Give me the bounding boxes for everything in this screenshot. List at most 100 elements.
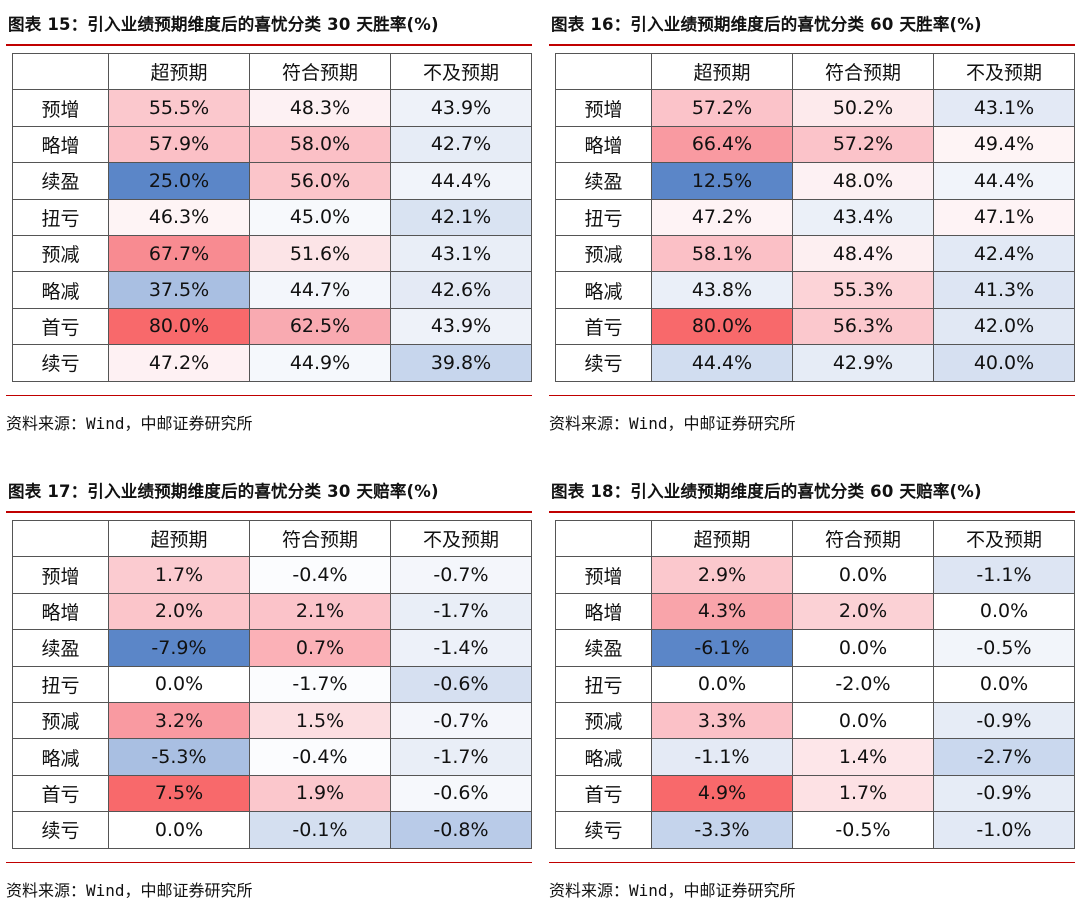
- table-row: 首亏 7.5% 1.9% -0.6%: [12, 774, 532, 813]
- row-label: 预增: [555, 556, 652, 594]
- row-label: 续亏: [12, 344, 109, 382]
- corner-cell: [12, 52, 109, 91]
- table-row: 预增 2.9% 0.0% -1.1%: [555, 556, 1075, 594]
- data-cell: 42.4%: [933, 234, 1075, 273]
- table-row: 首亏 80.0% 62.5% 43.9%: [12, 307, 532, 346]
- row-label: 续盈: [12, 162, 109, 200]
- data-cell: 1.5%: [249, 701, 391, 740]
- data-cell: 3.3%: [651, 701, 793, 740]
- data-cell: 47.2%: [108, 344, 250, 382]
- heatmap-table-wrap: 超预期 符合预期 不及预期 预增 57.2% 50.2% 43.1% 略增 66.4% 5…: [555, 52, 1075, 382]
- data-cell: -1.0%: [933, 811, 1075, 849]
- row-label: 略减: [12, 271, 109, 309]
- panel-table-17: 图表 17：引入业绩预期维度后的喜忧分类 30 天赔率(%) 超预期 符合预期 …: [6, 467, 532, 901]
- data-cell: 57.2%: [792, 125, 934, 164]
- data-cell: -1.4%: [390, 629, 532, 667]
- corner-cell: [12, 519, 109, 558]
- table-row: 预减 3.3% 0.0% -0.9%: [555, 701, 1075, 740]
- data-cell: 4.9%: [651, 774, 793, 813]
- source-note: 资料来源：Wind，中邮证券研究所: [549, 862, 1075, 901]
- header-row: 超预期 符合预期 不及预期: [555, 519, 1075, 558]
- table-row: 扭亏 0.0% -2.0% 0.0%: [555, 665, 1075, 703]
- data-cell: 67.7%: [108, 234, 250, 273]
- data-cell: -1.1%: [933, 556, 1075, 594]
- row-label: 预增: [12, 89, 109, 127]
- data-cell: 41.3%: [933, 271, 1075, 309]
- data-cell: 42.9%: [792, 344, 934, 382]
- data-cell: 40.0%: [933, 344, 1075, 382]
- data-cell: 56.0%: [249, 162, 391, 200]
- data-cell: 47.2%: [651, 198, 793, 236]
- data-cell: 47.1%: [933, 198, 1075, 236]
- data-cell: -0.9%: [933, 701, 1075, 740]
- column-header: 超预期: [651, 52, 793, 91]
- row-label: 续亏: [555, 344, 652, 382]
- data-cell: 43.9%: [390, 307, 532, 346]
- column-header: 超预期: [651, 519, 793, 558]
- data-cell: 55.5%: [108, 89, 250, 127]
- data-cell: 56.3%: [792, 307, 934, 346]
- panel-table-16: 图表 16：引入业绩预期维度后的喜忧分类 60 天胜率(%) 超预期 符合预期 …: [549, 0, 1075, 434]
- heatmap-table: 超预期 符合预期 不及预期 预增 55.5% 48.3% 43.9% 略增 57.9% 5…: [12, 52, 532, 382]
- data-cell: 2.0%: [792, 592, 934, 631]
- data-cell: -0.7%: [390, 701, 532, 740]
- table-row: 续盈 -6.1% 0.0% -0.5%: [555, 629, 1075, 667]
- table-row: 续盈 -7.9% 0.7% -1.4%: [12, 629, 532, 667]
- table-row: 预减 58.1% 48.4% 42.4%: [555, 234, 1075, 273]
- table-title: 图表 17：引入业绩预期维度后的喜忧分类 30 天赔率(%): [6, 467, 532, 513]
- data-cell: 7.5%: [108, 774, 250, 813]
- data-cell: 0.0%: [108, 665, 250, 703]
- data-cell: 39.8%: [390, 344, 532, 382]
- table-row: 续亏 44.4% 42.9% 40.0%: [555, 344, 1075, 382]
- heatmap-table-wrap: 超预期 符合预期 不及预期 预增 1.7% -0.4% -0.7% 略增 2.0% 2.1…: [12, 519, 532, 849]
- heatmap-table: 超预期 符合预期 不及预期 预增 57.2% 50.2% 43.1% 略增 66.4% 5…: [555, 52, 1075, 382]
- column-header: 符合预期: [249, 52, 391, 91]
- column-header: 符合预期: [249, 519, 391, 558]
- data-cell: 49.4%: [933, 125, 1075, 164]
- row-label: 预减: [12, 234, 109, 273]
- table-row: 略增 57.9% 58.0% 42.7%: [12, 125, 532, 164]
- heatmap-table-wrap: 超预期 符合预期 不及预期 预增 2.9% 0.0% -1.1% 略增 4.3% 2.0%…: [555, 519, 1075, 849]
- table-row: 预增 1.7% -0.4% -0.7%: [12, 556, 532, 594]
- row-label: 预增: [12, 556, 109, 594]
- data-cell: -0.6%: [390, 774, 532, 813]
- panel-table-18: 图表 18：引入业绩预期维度后的喜忧分类 60 天赔率(%) 超预期 符合预期 …: [549, 467, 1075, 901]
- data-cell: -0.6%: [390, 665, 532, 703]
- data-cell: 3.2%: [108, 701, 250, 740]
- row-label: 预减: [12, 701, 109, 740]
- data-cell: 1.9%: [249, 774, 391, 813]
- row-label: 扭亏: [12, 198, 109, 236]
- data-cell: -3.3%: [651, 811, 793, 849]
- data-cell: -5.3%: [108, 738, 250, 776]
- table-row: 续亏 47.2% 44.9% 39.8%: [12, 344, 532, 382]
- table-row: 续盈 12.5% 48.0% 44.4%: [555, 162, 1075, 200]
- data-cell: 0.0%: [792, 556, 934, 594]
- row-label: 略减: [12, 738, 109, 776]
- data-cell: 62.5%: [249, 307, 391, 346]
- data-cell: -0.9%: [933, 774, 1075, 813]
- row-label: 预增: [555, 89, 652, 127]
- data-cell: 0.7%: [249, 629, 391, 667]
- source-note: 资料来源：Wind，中邮证券研究所: [6, 395, 532, 434]
- data-cell: -2.7%: [933, 738, 1075, 776]
- data-cell: 12.5%: [651, 162, 793, 200]
- data-cell: 0.0%: [108, 811, 250, 849]
- data-cell: 1.7%: [108, 556, 250, 594]
- row-label: 扭亏: [12, 665, 109, 703]
- row-label: 略增: [12, 592, 109, 631]
- row-label: 首亏: [12, 307, 109, 346]
- table-row: 首亏 80.0% 56.3% 42.0%: [555, 307, 1075, 346]
- column-header: 不及预期: [390, 52, 532, 91]
- panel-table-15: 图表 15：引入业绩预期维度后的喜忧分类 30 天胜率(%) 超预期 符合预期 …: [6, 0, 532, 434]
- data-cell: 58.1%: [651, 234, 793, 273]
- data-cell: -0.8%: [390, 811, 532, 849]
- row-label: 续亏: [555, 811, 652, 849]
- data-cell: 1.7%: [792, 774, 934, 813]
- data-cell: 37.5%: [108, 271, 250, 309]
- table-title: 图表 18：引入业绩预期维度后的喜忧分类 60 天赔率(%): [549, 467, 1075, 513]
- table-row: 预减 3.2% 1.5% -0.7%: [12, 701, 532, 740]
- data-cell: 45.0%: [249, 198, 391, 236]
- data-cell: 58.0%: [249, 125, 391, 164]
- data-cell: 42.7%: [390, 125, 532, 164]
- data-cell: 57.9%: [108, 125, 250, 164]
